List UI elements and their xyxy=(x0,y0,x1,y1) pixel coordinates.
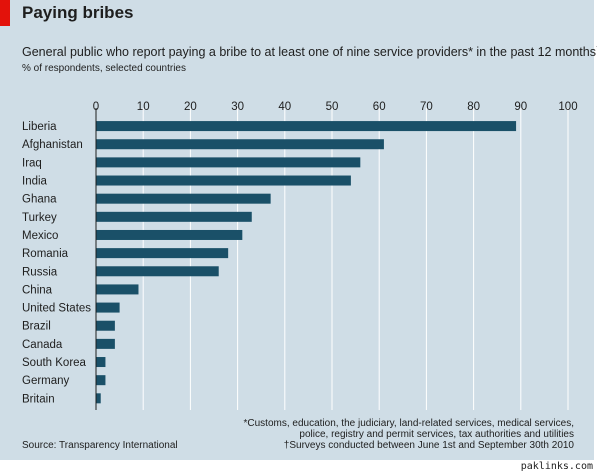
category-label: Brazil xyxy=(22,321,51,333)
category-label: Liberia xyxy=(22,121,57,133)
brand-accent-bar xyxy=(0,0,10,26)
bar xyxy=(96,375,106,386)
footnote-line: *Customs, education, the judiciary, land… xyxy=(243,418,574,429)
chart-panel: Paying bribes General public who report … xyxy=(0,0,597,460)
watermark: paklinks.com xyxy=(520,461,593,472)
bar xyxy=(96,357,106,368)
bar xyxy=(96,211,252,222)
x-tick-label: 20 xyxy=(184,101,197,113)
x-tick-label: 0 xyxy=(93,101,99,113)
chart-title: Paying bribes xyxy=(22,3,134,22)
x-tick-label: 10 xyxy=(137,101,150,113)
category-label: Russia xyxy=(22,266,58,278)
x-tick-label: 70 xyxy=(420,101,433,113)
category-label: United States xyxy=(22,303,91,315)
unit-note: % of respondents, selected countries xyxy=(22,63,186,74)
x-tick-label: 100 xyxy=(558,101,577,113)
category-label: Romania xyxy=(22,248,69,260)
bar xyxy=(96,121,517,132)
bar xyxy=(96,175,351,186)
category-label: Turkey xyxy=(22,212,57,224)
category-label: China xyxy=(22,284,53,296)
bar xyxy=(96,193,271,204)
category-label: Germany xyxy=(22,375,70,387)
category-label: Iraq xyxy=(22,157,42,169)
x-tick-label: 90 xyxy=(514,101,527,113)
x-tick-label: 50 xyxy=(326,101,339,113)
bar xyxy=(96,229,243,240)
bar xyxy=(96,338,115,349)
subtitle-marker: † xyxy=(596,44,597,53)
bar xyxy=(96,139,384,150)
category-label: Mexico xyxy=(22,230,58,242)
bar xyxy=(96,266,219,277)
footnote-line: †Surveys conducted between June 1st and … xyxy=(283,440,574,451)
category-label: Canada xyxy=(22,339,63,351)
bar xyxy=(96,157,361,168)
x-tick-label: 60 xyxy=(373,101,386,113)
footnotes: *Customs, education, the judiciary, land… xyxy=(243,418,574,451)
bar xyxy=(96,393,101,404)
bar xyxy=(96,302,120,313)
x-tick-label: 30 xyxy=(231,101,244,113)
bar-chart: 0 10 20 30 40 50 60 70 80 90 100 Liberia Afghanistan… xyxy=(22,101,578,410)
category-label: South Korea xyxy=(22,357,87,369)
category-label: Afghanistan xyxy=(22,139,83,151)
bar xyxy=(96,320,115,331)
source-note: Source: Transparency International xyxy=(22,440,178,451)
bar xyxy=(96,248,229,259)
footnote-line: police, registry and permit services, ta… xyxy=(299,429,574,440)
category-label: Ghana xyxy=(22,194,57,206)
chart-subtitle: General public who report paying a bribe… xyxy=(22,44,597,59)
x-tick-label: 80 xyxy=(467,101,480,113)
x-tick-label: 40 xyxy=(278,101,291,113)
subtitle-text: General public who report paying a bribe… xyxy=(22,45,596,60)
category-label: India xyxy=(22,176,48,188)
category-label: Britain xyxy=(22,393,55,405)
bar xyxy=(96,284,139,295)
